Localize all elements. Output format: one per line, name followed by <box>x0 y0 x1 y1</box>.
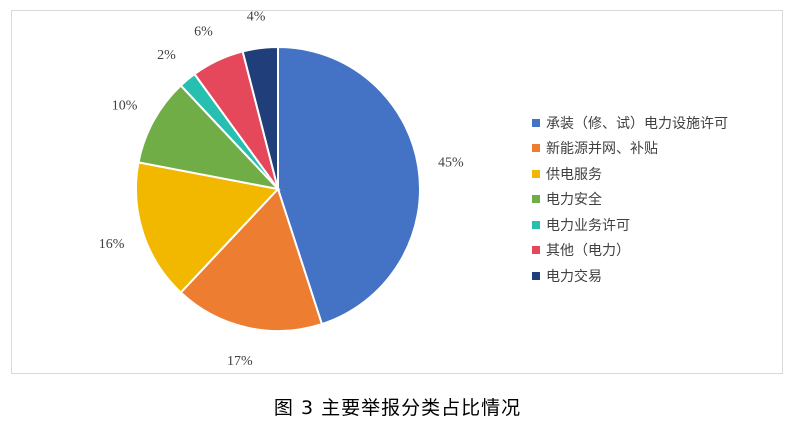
pie-slice-new-energy-grid <box>179 187 324 332</box>
legend-item-installation-permit: 承装（修、试）电力设施许可 <box>532 110 728 136</box>
data-label-power-supply-service: 16% <box>99 237 125 252</box>
pie-slice-power-supply-service <box>135 161 280 294</box>
pie-slice-power-trading <box>241 45 279 190</box>
legend-item-other-power: 其他（电力） <box>532 238 728 264</box>
data-label-installation-permit: 45% <box>438 156 464 171</box>
legend-label: 电力安全 <box>546 192 602 209</box>
legend-label: 承装（修、试）电力设施许可 <box>546 115 728 132</box>
legend-swatch <box>532 169 540 178</box>
pie-slice-installation-permit <box>277 45 421 326</box>
legend-item-new-energy-grid: 新能源并网、补贴 <box>532 136 728 162</box>
legend: 承装（修、试）电力设施许可 新能源并网、补贴 供电服务电力安全电力业务许可 其他（电力… <box>532 110 728 289</box>
data-label-power-safety: 10% <box>112 99 138 114</box>
data-label-business-permit: 2% <box>157 48 176 63</box>
data-label-power-trading: 4% <box>247 9 266 24</box>
legend-swatch <box>532 271 540 280</box>
legend-label: 其他（电力） <box>546 243 630 260</box>
legend-label: 电力业务许可 <box>546 217 630 234</box>
legend-swatch <box>532 220 540 229</box>
legend-swatch <box>532 195 540 204</box>
legend-swatch <box>532 118 540 127</box>
legend-label: 电力交易 <box>546 268 602 285</box>
legend-item-power-supply-service: 供电服务 <box>532 161 728 187</box>
legend-swatch <box>532 144 540 153</box>
pie-chart: 45% 17% 16% 10% 2% 6% 4% <box>99 9 464 369</box>
legend-label: 供电服务 <box>546 166 602 183</box>
figure-caption: 图 3 主要举报分类占比情况 <box>273 397 522 419</box>
data-label-other-power: 6% <box>194 25 213 40</box>
legend-swatch <box>532 246 540 255</box>
legend-item-business-permit: 电力业务许可 <box>532 212 728 238</box>
legend-label: 新能源并网、补贴 <box>546 141 658 158</box>
legend-item-power-trading: 电力交易 <box>532 263 728 289</box>
pie-slice-power-safety <box>137 84 281 191</box>
legend-item-power-safety: 电力安全 <box>532 187 728 213</box>
data-label-new-energy-grid: 17% <box>227 354 253 369</box>
